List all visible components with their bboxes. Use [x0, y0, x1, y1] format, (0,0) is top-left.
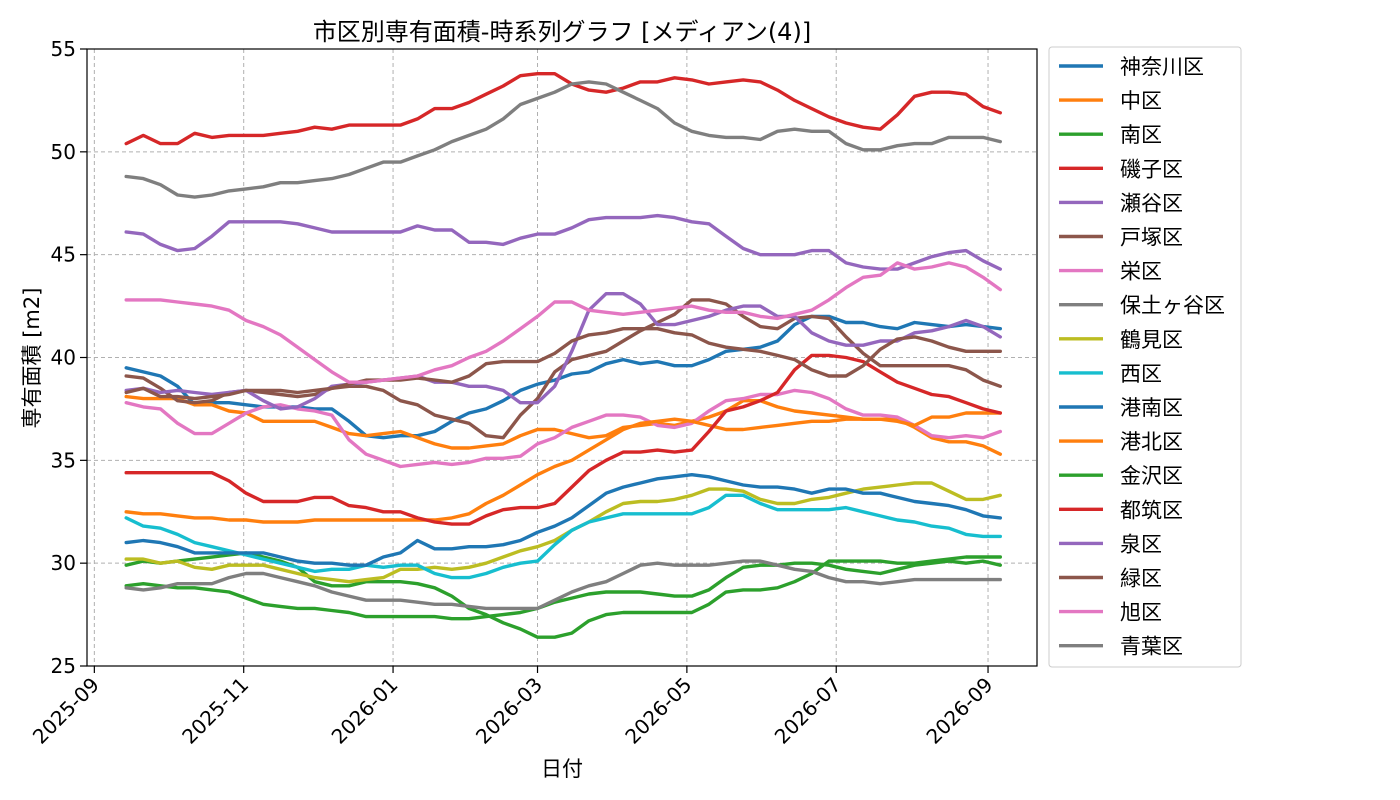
series-line-14: [124, 292, 1002, 411]
legend-label: 磯子区: [1120, 157, 1183, 181]
series-line-9: [124, 493, 1002, 580]
legend-item: 瀬谷区: [1059, 191, 1183, 215]
legend-item: 鶴見区: [1059, 328, 1183, 352]
series-line-3: [124, 71, 1002, 146]
x-tick-label: 2025-11: [177, 673, 253, 749]
legend-item: 戸塚区: [1059, 226, 1183, 250]
x-tick-label: 2025-09: [28, 673, 104, 749]
legend-item: 港北区: [1059, 430, 1183, 454]
y-tick-label: 30: [51, 551, 76, 575]
legend-item: 保土ヶ谷区: [1059, 294, 1225, 318]
legend-item: 泉区: [1059, 532, 1162, 556]
series-line-13: [124, 353, 1002, 526]
x-tick-label: 2026-01: [327, 673, 403, 749]
x-axis-label: 日付: [541, 757, 583, 781]
series-lines: [124, 71, 1002, 639]
legend-label: 西区: [1120, 362, 1162, 386]
series-line-6: [124, 388, 1002, 469]
legend-item: 青葉区: [1059, 635, 1183, 659]
legend-label: 港北区: [1120, 430, 1183, 454]
series-line-2: [124, 551, 1002, 639]
legend-label: 栄区: [1120, 260, 1162, 284]
legend-label: 緑区: [1120, 567, 1162, 591]
legend-item: 都筑区: [1059, 498, 1183, 522]
legend-item: 旭区: [1059, 601, 1162, 625]
legend-item: 緑区: [1059, 567, 1162, 591]
series-line-17: [124, 559, 1002, 611]
x-tick-label: 2026-07: [770, 673, 846, 749]
legend-item: 栄区: [1059, 260, 1162, 284]
series-line-10: [124, 473, 1002, 567]
x-tick-label: 2026-05: [620, 673, 696, 749]
legend-item: 南区: [1059, 123, 1162, 147]
legend-label: 保土ヶ谷区: [1120, 294, 1225, 318]
legend-label: 都筑区: [1120, 498, 1183, 522]
series-line-12: [124, 559, 1002, 621]
legend-label: 中区: [1120, 89, 1162, 113]
y-tick-label: 25: [51, 654, 76, 678]
legend-label: 金沢区: [1120, 464, 1183, 488]
x-tick-label: 2026-03: [471, 673, 547, 749]
y-tick-label: 35: [51, 448, 76, 472]
legend-label: 港南区: [1120, 396, 1183, 420]
series-line-16: [124, 261, 1002, 384]
y-tick-label: 50: [51, 140, 76, 164]
y-tick-label: 45: [51, 243, 76, 267]
y-tick-label: 40: [51, 346, 76, 370]
chart-title: 市区別専有面積-時系列グラフ [メディアン(4)]: [313, 18, 811, 46]
series-line-15: [124, 327, 1002, 401]
y-tick-label: 55: [51, 37, 76, 61]
plot-frame: [86, 48, 1038, 667]
legend-label: 鶴見区: [1120, 328, 1183, 352]
legend-item: 神奈川区: [1059, 55, 1204, 79]
y-axis-label: 専有面積 [m2]: [20, 288, 44, 429]
legend-label: 瀬谷区: [1120, 191, 1183, 215]
legend: 神奈川区中区南区磯子区瀬谷区戸塚区栄区保土ヶ谷区鶴見区西区港南区港北区金沢区都筑…: [1048, 46, 1242, 668]
series-line-4: [124, 213, 1002, 271]
legend-item: 港南区: [1059, 396, 1183, 420]
series-line-7: [124, 80, 1002, 199]
legend-label: 旭区: [1120, 601, 1162, 625]
x-tick-label: 2026-09: [921, 673, 997, 749]
series-line-11: [124, 411, 1002, 524]
legend-label: 戸塚区: [1120, 226, 1183, 250]
legend-item: 金沢区: [1059, 464, 1183, 488]
legend-item: 西区: [1059, 362, 1162, 386]
grid: [87, 48, 1037, 667]
legend-item: 中区: [1059, 89, 1162, 113]
legend-label: 神奈川区: [1120, 55, 1204, 79]
legend-label: 泉区: [1120, 532, 1162, 556]
legend-label: 南区: [1120, 123, 1162, 147]
legend-item: 磯子区: [1059, 157, 1183, 181]
legend-label: 青葉区: [1120, 635, 1183, 659]
